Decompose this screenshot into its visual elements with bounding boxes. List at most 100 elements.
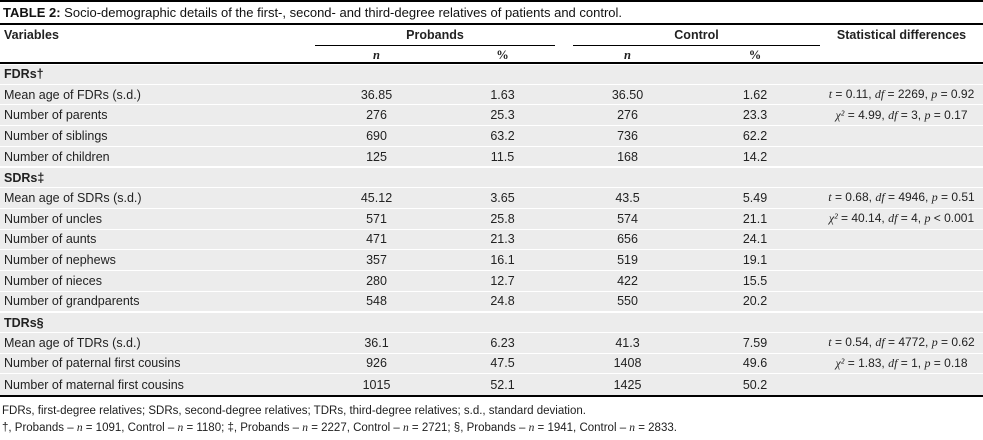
probands-n-value: 125 <box>366 149 387 164</box>
row-variable-label: Number of nephews <box>4 253 116 268</box>
table-caption: TABLE 2: Socio-demographic details of th… <box>0 0 983 25</box>
row-variable-label: Number of children <box>4 149 110 164</box>
control-n-value: 36.50 <box>611 87 644 102</box>
probands-n-value: 36.1 <box>364 335 389 350</box>
column-header-control: Control <box>573 25 820 46</box>
control-percent-value: 20.2 <box>742 294 768 309</box>
probands-percent-value: 12.7 <box>490 273 515 288</box>
control-n-value: 550 <box>617 294 638 309</box>
statistical-difference-value: t = 0.68, df = 4946, p = 0.51 <box>828 190 975 205</box>
statistical-difference-value: t = 0.54, df = 4772, p = 0.62 <box>828 335 975 350</box>
probands-n-value: 357 <box>366 253 387 268</box>
table-footnotes: FDRs, first-degree relatives; SDRs, seco… <box>0 397 983 437</box>
probands-percent-value: 24.8 <box>490 294 515 309</box>
control-percent-value: 14.2 <box>742 149 768 164</box>
control-percent-value: 62.2 <box>742 128 768 143</box>
probands-percent-value: 25.3 <box>490 108 515 123</box>
table-row: Number of maternal first cousins 1015 52.1… <box>0 374 983 395</box>
control-percent-value: 5.49 <box>742 190 768 205</box>
probands-n-value: 276 <box>366 108 387 123</box>
table-row: Mean age of FDRs (s.d.) 36.85 1.63 36.50 1.6… <box>0 84 983 106</box>
probands-percent-value: 3.65 <box>490 190 515 205</box>
probands-n-value: 571 <box>366 211 387 226</box>
control-percent-value: 1.62 <box>742 87 768 102</box>
footnote-sample-sizes: †, Probands – n = 1091, Control – n = 11… <box>2 422 677 434</box>
row-variable-label: Mean age of FDRs (s.d.) <box>4 87 141 102</box>
control-n-value: 1425 <box>613 377 642 392</box>
row-variable-label: Number of parents <box>4 108 108 123</box>
control-n-value: 168 <box>617 149 638 164</box>
table-row: Number of nieces 280 12.7 422 15.5 <box>0 270 983 292</box>
table-row: Number of aunts 471 21.3 656 24.1 <box>0 229 983 251</box>
subheader-probands-n: n <box>373 48 380 62</box>
footnote-abbreviations: FDRs, first-degree relatives; SDRs, seco… <box>2 405 586 417</box>
column-header-probands: Probands <box>315 25 555 46</box>
table-row: Number of grandparents 548 24.8 550 20.2 <box>0 291 983 313</box>
section-header-row: SDRs‡ <box>0 167 983 189</box>
row-variable-label: Number of grandparents <box>4 294 140 309</box>
probands-percent-value: 52.1 <box>490 377 515 392</box>
table-row: Mean age of SDRs (s.d.) 45.12 3.65 43.5 5.49… <box>0 188 983 209</box>
row-variable-label: Number of nieces <box>4 273 102 288</box>
table-row: Number of paternal first cousins 926 47.5 1… <box>0 353 983 375</box>
section-header-label: FDRs† <box>4 67 44 82</box>
control-percent-value: 19.1 <box>742 253 768 268</box>
subheader-control-n: n <box>624 48 631 62</box>
table-body: FDRs† Mean age of FDRs (s.d.) 36.85 1.63 36.… <box>0 64 983 397</box>
statistical-difference-value: χ² = 4.99, df = 3, p = 0.17 <box>835 107 968 122</box>
control-percent-value: 21.1 <box>742 211 768 226</box>
row-variable-label: Number of paternal first cousins <box>4 356 181 371</box>
section-header-row: FDRs† <box>0 64 983 85</box>
table-row: Mean age of TDRs (s.d.) 36.1 6.23 41.3 7.59 t… <box>0 332 983 354</box>
row-variable-label: Number of maternal first cousins <box>4 377 184 392</box>
control-percent-value: 24.1 <box>742 232 768 247</box>
probands-n-value: 690 <box>366 128 387 143</box>
probands-percent-value: 6.23 <box>490 335 515 350</box>
statistical-difference-value: χ² = 1.83, df = 1, p = 0.18 <box>835 355 968 370</box>
control-n-value: 519 <box>617 253 638 268</box>
table-row: Number of children 125 11.5 168 14.2 <box>0 146 983 168</box>
control-n-value: 656 <box>617 232 638 247</box>
probands-n-value: 548 <box>366 294 387 309</box>
table-row: Number of siblings 690 63.2 736 62.2 <box>0 126 983 147</box>
control-n-value: 276 <box>617 108 638 123</box>
row-variable-label: Mean age of SDRs (s.d.) <box>4 190 142 205</box>
section-header-label: TDRs§ <box>4 315 44 330</box>
row-variable-label: Mean age of TDRs (s.d.) <box>4 335 141 350</box>
control-percent-value: 7.59 <box>742 335 768 350</box>
table-title-text: Socio-demographic details of the first-,… <box>64 5 623 20</box>
probands-n-value: 45.12 <box>360 190 393 205</box>
probands-n-value: 280 <box>366 273 387 288</box>
probands-n-value: 926 <box>366 356 387 371</box>
control-percent-value: 49.6 <box>742 356 768 371</box>
table-header: Variables Probands Control Statistical d… <box>0 25 983 64</box>
control-n-value: 1408 <box>613 356 642 371</box>
probands-n-value: 471 <box>366 232 387 247</box>
column-header-statistical-differences: Statistical differences <box>836 28 967 42</box>
table-number-label: TABLE 2: <box>3 5 61 20</box>
control-n-value: 574 <box>617 211 638 226</box>
probands-percent-value: 25.8 <box>490 211 515 226</box>
probands-percent-value: 16.1 <box>490 253 515 268</box>
table-row: Number of uncles 571 25.8 574 21.1 χ² = 40.14… <box>0 208 983 230</box>
subheader-probands-percent: % <box>496 48 509 62</box>
control-percent-value: 15.5 <box>742 273 768 288</box>
column-header-variables: Variables <box>4 28 59 42</box>
probands-n-value: 36.85 <box>360 87 393 102</box>
probands-percent-value: 11.5 <box>490 149 515 164</box>
probands-percent-value: 47.5 <box>490 356 515 371</box>
subheader-control-percent: % <box>748 48 762 62</box>
statistical-difference-value: χ² = 40.14, df = 4, p < 0.001 <box>828 211 975 226</box>
probands-percent-value: 21.3 <box>490 232 515 247</box>
control-percent-value: 50.2 <box>742 377 768 392</box>
control-n-value: 41.3 <box>615 335 640 350</box>
row-variable-label: Number of uncles <box>4 211 102 226</box>
table-row: Number of nephews 357 16.1 519 19.1 <box>0 250 983 271</box>
control-n-value: 43.5 <box>615 190 640 205</box>
row-variable-label: Number of aunts <box>4 232 97 247</box>
row-variable-label: Number of siblings <box>4 128 108 143</box>
control-percent-value: 23.3 <box>742 108 768 123</box>
control-n-value: 736 <box>617 128 638 143</box>
probands-percent-value: 63.2 <box>490 128 515 143</box>
